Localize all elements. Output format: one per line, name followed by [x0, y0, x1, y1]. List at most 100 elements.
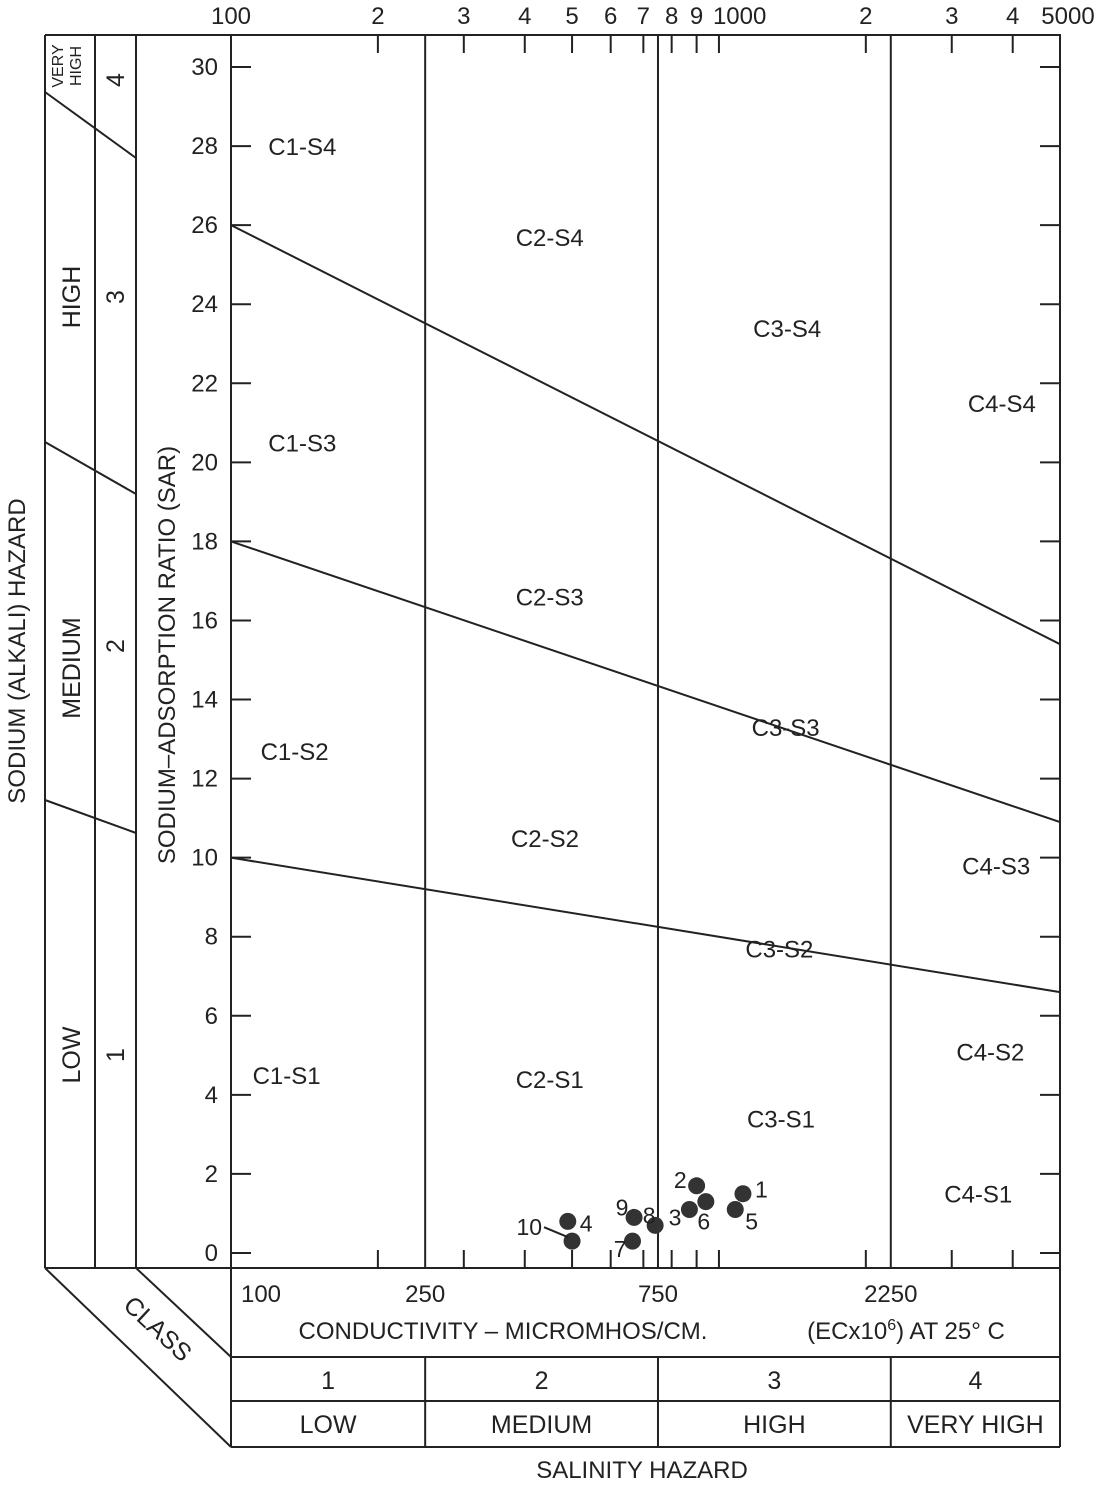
top-tick-label: 100 [211, 3, 251, 30]
y-tick-label: 26 [191, 212, 218, 239]
top-tick-label: 8 [665, 3, 678, 30]
data-point-marker [734, 1185, 752, 1203]
hazard-boundary-line [230, 856, 1061, 994]
data-point-marker [625, 1208, 643, 1226]
salinity-class-name: MEDIUM [491, 1411, 592, 1439]
y-tick-label: 16 [191, 607, 218, 634]
region-label: C4-S1 [944, 1182, 1012, 1209]
top-tick-label: 4 [1006, 3, 1019, 30]
salinity-class-number: 4 [968, 1367, 982, 1395]
top-tick-label: 3 [945, 3, 958, 30]
units-superscript: 6 [887, 1317, 896, 1334]
class-label: CLASS [118, 1291, 197, 1367]
region-label: C3-S1 [747, 1107, 815, 1134]
data-point-label: 7 [614, 1236, 627, 1262]
region-label: C3-S4 [753, 316, 821, 343]
hazard-boundary-line [230, 224, 1061, 646]
data-point-label: 1 [755, 1177, 768, 1203]
y-tick-label: 28 [191, 133, 218, 160]
region-label: C1-S2 [261, 739, 329, 766]
units-prefix: (ECx10 [807, 1318, 887, 1345]
salinity-class-name: HIGH [743, 1411, 806, 1439]
salinity-class-number: 3 [767, 1367, 781, 1395]
sodium-class-number: 3 [102, 290, 130, 304]
sodium-hazard-label: SODIUM (ALKALI) HAZARD [4, 498, 31, 803]
bottom-tick-label: 2250 [864, 1281, 917, 1308]
y-tick-label: 24 [191, 291, 218, 318]
sodium-class-name-line2: HIGH [68, 46, 85, 86]
hazard-boundary-line [230, 540, 1061, 824]
top-tick-label: 3 [457, 3, 470, 30]
data-point-marker [697, 1193, 715, 1211]
data-point-marker [680, 1201, 698, 1219]
top-tick-label: 2 [371, 3, 384, 30]
salinity-class-name: LOW [300, 1411, 357, 1439]
region-label: C1-S3 [268, 431, 336, 458]
region-label: C4-S4 [968, 391, 1036, 418]
data-point-marker [726, 1201, 744, 1219]
data-point-label: 6 [697, 1209, 710, 1235]
y-tick-label: 0 [205, 1240, 218, 1267]
y-tick-label: 8 [205, 924, 218, 951]
region-label: C3-S2 [745, 937, 813, 964]
data-point-label: 10 [516, 1214, 542, 1240]
data-point-label: 5 [745, 1209, 758, 1235]
y-tick-label: 4 [205, 1082, 218, 1109]
class-diagonal-inner [135, 1267, 232, 1358]
sodium-class-boundary [44, 91, 137, 159]
y-tick-label: 30 [191, 54, 218, 81]
top-tick-label: 4 [518, 3, 531, 30]
sodium-class-boundary [44, 799, 137, 834]
sodium-class-number: 1 [102, 1048, 130, 1062]
data-point-label: 9 [616, 1194, 629, 1220]
salinity-class-number: 1 [321, 1367, 335, 1395]
class-diagonal-outer [44, 1267, 232, 1448]
top-tick-label: 1000 [713, 3, 766, 30]
units-suffix: ) AT 25° C [896, 1318, 1005, 1345]
data-point-marker [563, 1232, 581, 1250]
region-label: C2-S2 [511, 826, 579, 853]
salinity-class-name: VERY HIGH [907, 1411, 1044, 1439]
data-point-label: 8 [643, 1202, 656, 1228]
region-label: C2-S1 [516, 1067, 584, 1094]
y-tick-label: 14 [191, 687, 218, 714]
sodium-class-boundary [44, 441, 137, 495]
region-label: C1-S4 [268, 134, 336, 161]
sodium-class-name: HIGH [58, 266, 86, 329]
sodium-class-name: MEDIUM [58, 617, 86, 718]
data-point-marker [646, 1216, 664, 1234]
salinity-class-number: 2 [535, 1367, 549, 1395]
top-tick-label: 6 [604, 3, 617, 30]
data-point-label: 3 [669, 1205, 682, 1231]
region-label: C2-S4 [516, 225, 584, 252]
region-label: C4-S3 [962, 854, 1030, 881]
region-label: C1-S1 [253, 1063, 321, 1090]
point-10-leader-line [543, 1226, 569, 1239]
sodium-class-number: 4 [102, 73, 130, 87]
sodium-class-name-line1: VERY [50, 44, 67, 88]
bottom-tick-label: 750 [638, 1281, 678, 1308]
y-tick-label: 12 [191, 766, 218, 793]
y-tick-label: 22 [191, 370, 218, 397]
salinity-hazard-label: SALINITY HAZARD [536, 1457, 748, 1484]
top-tick-label: 9 [690, 3, 703, 30]
y-tick-label: 20 [191, 449, 218, 476]
y-axis-label: SODIUM–ADSORPTION RATIO (SAR) [154, 446, 181, 864]
plot-area-border [230, 34, 1061, 1269]
x-axis-units-label: (ECx106) AT 25° C [807, 1317, 1005, 1345]
top-tick-label: 7 [637, 3, 650, 30]
top-tick-label: 2 [859, 3, 872, 30]
x-axis-label: CONDUCTIVITY – MICROMHOS/CM. [299, 1318, 708, 1345]
data-point-label: 2 [674, 1167, 687, 1193]
chart-frame [44, 34, 1061, 1448]
bottom-tick-label: 100 [241, 1281, 281, 1308]
data-point-marker [688, 1177, 706, 1195]
data-point-marker [623, 1232, 641, 1250]
y-tick-label: 18 [191, 528, 218, 555]
region-label: C2-S3 [516, 585, 584, 612]
data-point-label: 4 [580, 1210, 593, 1236]
y-tick-label: 10 [191, 845, 218, 872]
bottom-tick-label: 250 [405, 1281, 445, 1308]
